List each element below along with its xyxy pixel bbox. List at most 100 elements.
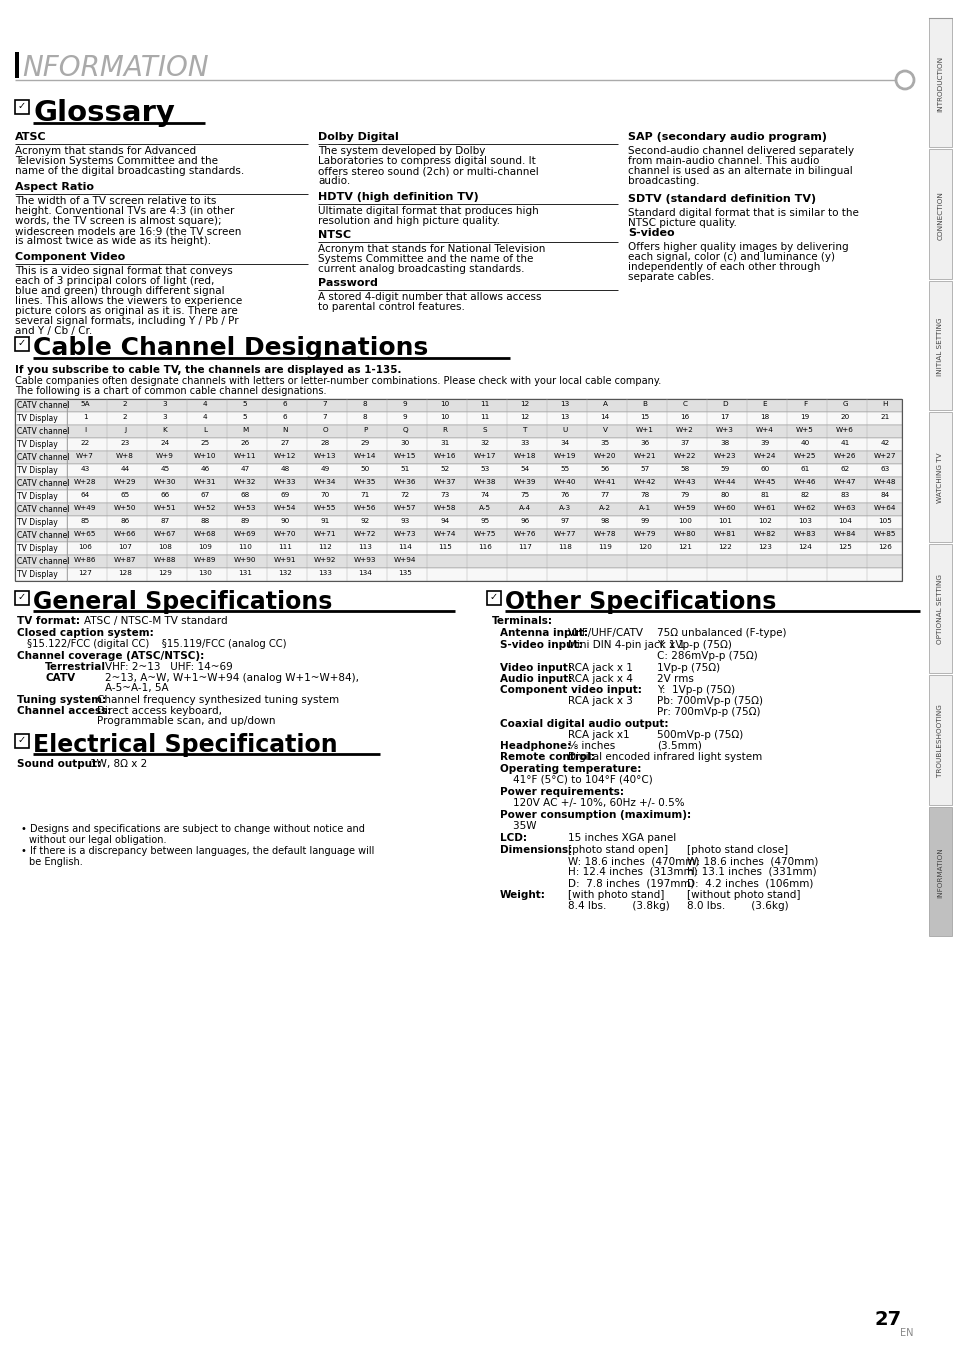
Text: 123: 123: [758, 545, 771, 550]
Text: 53: 53: [480, 466, 489, 472]
Text: 35W: 35W: [499, 821, 536, 830]
Text: Channel access:: Channel access:: [17, 706, 112, 716]
Text: W+87: W+87: [113, 557, 136, 563]
Text: NTSC: NTSC: [317, 231, 351, 240]
Text: 112: 112: [317, 545, 332, 550]
Text: C: 286mVp-p (75Ω): C: 286mVp-p (75Ω): [657, 651, 757, 661]
Text: ATSC: ATSC: [15, 132, 47, 142]
Text: 95: 95: [480, 518, 489, 524]
Text: 27: 27: [874, 1310, 901, 1329]
Text: Other Specifications: Other Specifications: [504, 590, 776, 613]
Text: 75: 75: [519, 492, 529, 497]
Text: D:  7.8 inches  (197mm): D: 7.8 inches (197mm): [567, 878, 694, 888]
Text: 109: 109: [198, 545, 212, 550]
Text: Tuning system:: Tuning system:: [17, 696, 106, 705]
Text: CONNECTION: CONNECTION: [937, 190, 943, 240]
Text: W+33: W+33: [274, 479, 296, 485]
Text: TV Display: TV Display: [17, 414, 58, 423]
Text: Channel frequency synthesized tuning system: Channel frequency synthesized tuning sys…: [97, 696, 338, 705]
Text: W+25: W+25: [793, 453, 816, 460]
Text: W+92: W+92: [314, 557, 335, 563]
Text: D:  4.2 inches  (106mm): D: 4.2 inches (106mm): [686, 878, 813, 888]
Text: Pb: 700mVp-p (75Ω): Pb: 700mVp-p (75Ω): [657, 696, 762, 706]
Text: TV Display: TV Display: [17, 570, 58, 580]
Text: W+4: W+4: [756, 427, 773, 433]
Text: O: O: [322, 427, 328, 433]
Text: 2~13, A~W, W+1~W+94 (analog W+1~W+84),: 2~13, A~W, W+1~W+94 (analog W+1~W+84),: [105, 673, 358, 683]
Text: 8.4 lbs.        (3.8kg): 8.4 lbs. (3.8kg): [567, 900, 669, 911]
Text: W+16: W+16: [434, 453, 456, 460]
Text: 12: 12: [519, 400, 529, 407]
Text: 72: 72: [400, 492, 409, 497]
Text: Programmable scan, and up/down: Programmable scan, and up/down: [97, 716, 275, 727]
Text: 2: 2: [123, 414, 127, 421]
Text: W+60: W+60: [713, 506, 736, 511]
Text: 68: 68: [240, 492, 250, 497]
Text: W+80: W+80: [673, 531, 696, 537]
Text: 1W, 8Ω x 2: 1W, 8Ω x 2: [90, 759, 147, 768]
Text: 107: 107: [118, 545, 132, 550]
Text: 14: 14: [599, 414, 609, 421]
Text: ✓: ✓: [18, 735, 26, 745]
Text: 2V rms: 2V rms: [657, 674, 693, 683]
Text: 94: 94: [440, 518, 449, 524]
Text: 128: 128: [118, 570, 132, 576]
Text: each signal, color (c) and luminance (y): each signal, color (c) and luminance (y): [627, 252, 834, 262]
Text: 12: 12: [519, 414, 529, 421]
Text: V: V: [602, 427, 607, 433]
Text: F: F: [802, 400, 806, 407]
Text: Glossary: Glossary: [33, 98, 174, 127]
Bar: [928, 543, 951, 673]
Text: 121: 121: [678, 545, 691, 550]
Text: W+75: W+75: [474, 531, 496, 537]
Text: 6: 6: [282, 400, 287, 407]
Text: 61: 61: [800, 466, 809, 472]
Text: W+42: W+42: [633, 479, 656, 485]
Text: resolution and high picture quality.: resolution and high picture quality.: [317, 216, 499, 226]
Text: Systems Committee and the name of the: Systems Committee and the name of the: [317, 253, 533, 264]
Text: 52: 52: [440, 466, 449, 472]
Text: 26: 26: [240, 439, 250, 446]
Bar: [15, 555, 901, 568]
Text: H: 13.1 inches  (331mm): H: 13.1 inches (331mm): [686, 867, 816, 878]
Text: 50: 50: [360, 466, 369, 472]
Text: broadcasting.: broadcasting.: [627, 177, 699, 186]
Text: separate cables.: separate cables.: [627, 272, 714, 282]
Text: 110: 110: [238, 545, 252, 550]
Text: 89: 89: [240, 518, 250, 524]
Text: 105: 105: [877, 518, 891, 524]
Text: Offers higher quality images by delivering: Offers higher quality images by deliveri…: [627, 243, 848, 252]
Text: OPTIONAL SETTING: OPTIONAL SETTING: [937, 574, 943, 644]
Text: CATV channel: CATV channel: [17, 400, 70, 410]
Text: G: G: [841, 400, 847, 407]
Text: W+69: W+69: [233, 531, 256, 537]
Text: LCD:: LCD:: [499, 833, 526, 842]
Text: W+36: W+36: [394, 479, 416, 485]
Text: Dolby Digital: Dolby Digital: [317, 132, 398, 142]
Text: 47: 47: [240, 466, 250, 472]
Text: 81: 81: [760, 492, 769, 497]
Bar: [15, 425, 901, 438]
Bar: [15, 542, 901, 555]
Text: INITIAL SETTING: INITIAL SETTING: [937, 317, 943, 376]
Text: 9: 9: [402, 400, 407, 407]
Bar: [928, 675, 951, 805]
Text: 76: 76: [559, 492, 569, 497]
Text: 1Vp-p (75Ω): 1Vp-p (75Ω): [657, 663, 720, 673]
Text: Operating temperature:: Operating temperature:: [499, 764, 640, 774]
Bar: [15, 53, 19, 78]
Text: 97: 97: [559, 518, 569, 524]
Text: Remote control:: Remote control:: [499, 752, 595, 762]
Text: NFORMATION: NFORMATION: [22, 54, 209, 82]
Bar: [928, 412, 951, 542]
Text: W+38: W+38: [474, 479, 496, 485]
Text: Laboratories to compress digital sound. It: Laboratories to compress digital sound. …: [317, 156, 536, 166]
Text: 7: 7: [322, 400, 327, 407]
Text: audio.: audio.: [317, 177, 350, 186]
Text: W+71: W+71: [314, 531, 335, 537]
Text: H: H: [882, 400, 887, 407]
Text: [photo stand close]: [photo stand close]: [686, 845, 787, 855]
Text: 101: 101: [718, 518, 731, 524]
Text: S-video input:: S-video input:: [499, 640, 582, 650]
Text: 116: 116: [477, 545, 492, 550]
